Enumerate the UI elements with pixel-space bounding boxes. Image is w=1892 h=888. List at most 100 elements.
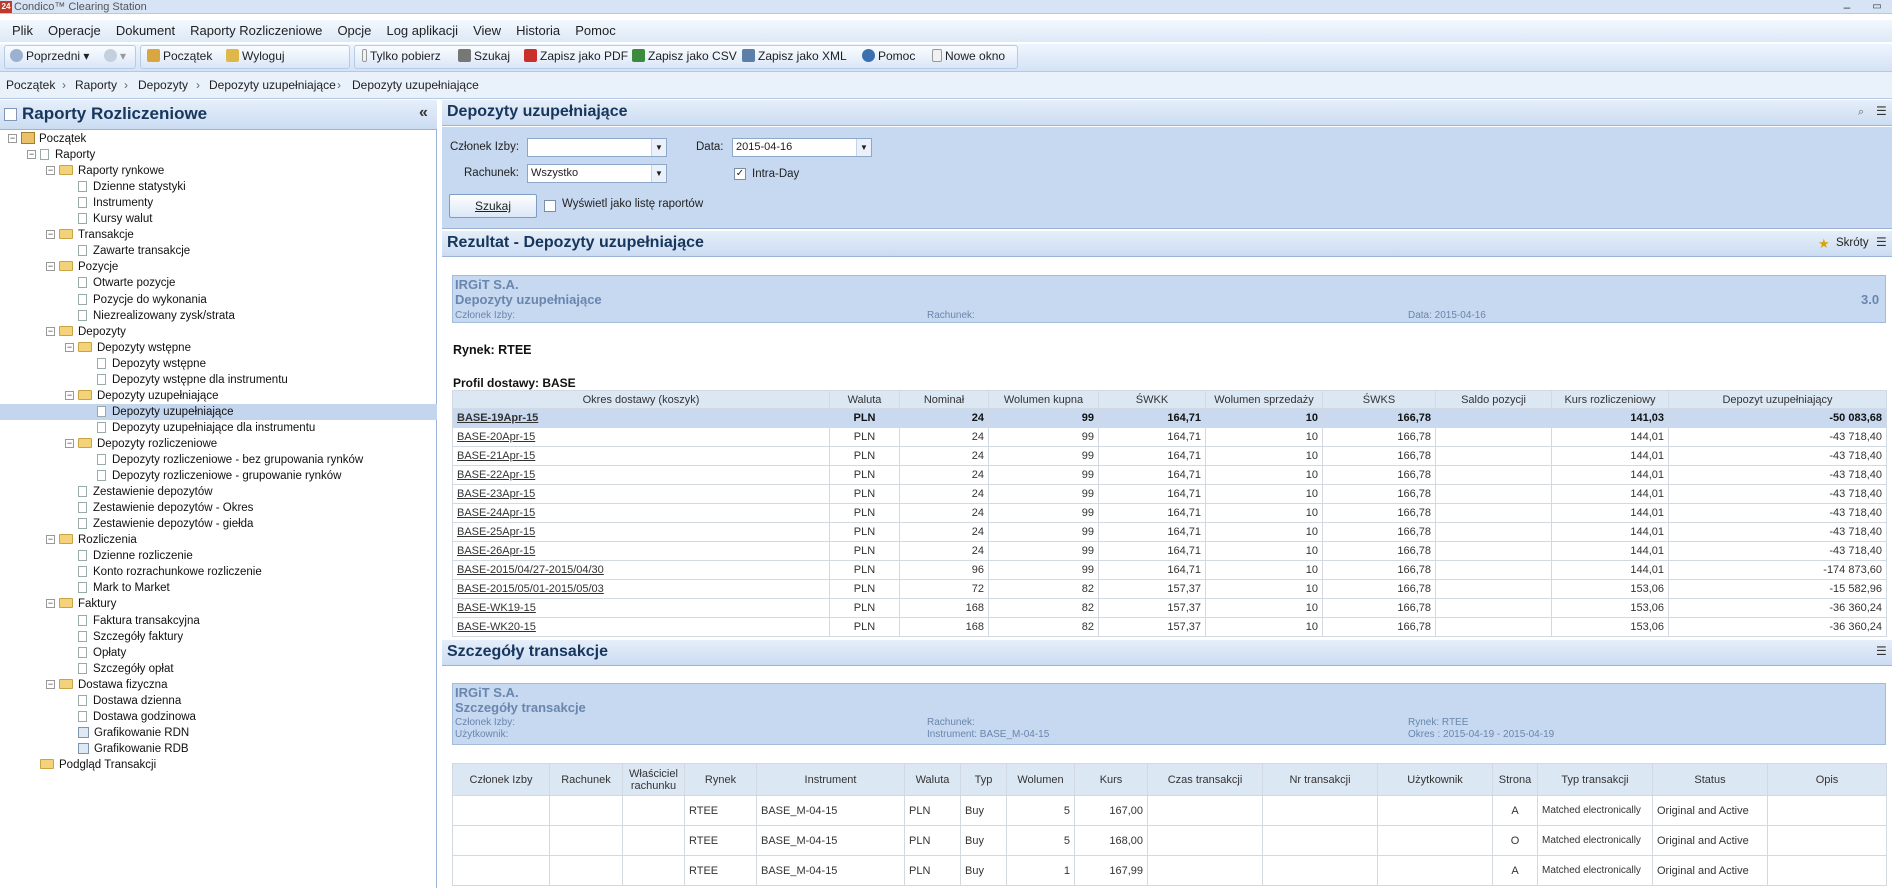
- column-header[interactable]: Użytkownik: [1377, 763, 1493, 796]
- delivery-period-link[interactable]: BASE-19Apr-15: [452, 408, 830, 428]
- tree-item[interactable]: Grafikowanie RDB: [78, 741, 189, 757]
- column-header[interactable]: Wolumen: [1006, 763, 1075, 796]
- tree-item[interactable]: Depozyty uzupełniające dla instrumentu: [97, 420, 315, 436]
- delivery-period-link[interactable]: BASE-20Apr-15: [452, 427, 830, 447]
- column-header[interactable]: Depozyt uzupełniający: [1668, 390, 1887, 409]
- shortcuts-button[interactable]: Skróty: [1836, 237, 1869, 249]
- tree-item[interactable]: Podgląd Transakcji: [40, 757, 156, 773]
- table-row[interactable]: BASE-24Apr-15 PLN 24 99 164,71 10 166,78 144,01…: [452, 503, 1887, 523]
- tree-item[interactable]: Początek: [21, 131, 86, 147]
- column-header[interactable]: Instrument: [756, 763, 905, 796]
- table-row[interactable]: BASE-22Apr-15 PLN 24 99 164,71 10 166,78 144,01…: [452, 465, 1887, 485]
- tree-item[interactable]: Raporty rynkowe: [59, 163, 164, 179]
- tree-item[interactable]: Zestawienie depozytów - Okres: [78, 500, 253, 516]
- menu-log-aplikacji[interactable]: Log aplikacji: [386, 23, 459, 38]
- forward-button[interactable]: ▾: [104, 47, 126, 65]
- column-header[interactable]: Członek Izby: [452, 763, 550, 796]
- expand-toggle-icon[interactable]: −: [46, 165, 55, 176]
- column-header[interactable]: Wolumen kupna: [988, 390, 1099, 409]
- breadcrumb-item[interactable]: Depozyty uzupełniające: [209, 78, 336, 92]
- table-row[interactable]: BASE-2015/04/27-2015/04/30 PLN 96 99 164,71 1…: [452, 560, 1887, 580]
- tree-item[interactable]: Mark to Market: [78, 580, 170, 596]
- magnifier-icon[interactable]: ⌕: [1858, 106, 1865, 118]
- table-row[interactable]: BASE-19Apr-15 PLN 24 99 164,71 10 166,78 141,03…: [452, 408, 1887, 428]
- tree-item[interactable]: Faktury: [59, 596, 116, 612]
- tree-item[interactable]: Depozyty rozliczeniowe - bez grupowania …: [97, 452, 363, 468]
- delivery-period-link[interactable]: BASE-21Apr-15: [452, 446, 830, 466]
- column-header[interactable]: Czas transakcji: [1147, 763, 1263, 796]
- date-picker[interactable]: 2015-04-16 ▼: [732, 138, 872, 157]
- maximize-icon[interactable]: ▭: [1872, 1, 1882, 12]
- table-row[interactable]: RTEE BASE_M-04-15 PLN Buy 1 167,99 A Matched el…: [452, 855, 1887, 886]
- tree-item[interactable]: Faktura transakcyjna: [78, 613, 200, 629]
- column-header[interactable]: Status: [1652, 763, 1768, 796]
- tree-item[interactable]: Depozyty rozliczeniowe - grupowanie rynk…: [97, 468, 341, 484]
- panel-menu-icon[interactable]: ☰: [1876, 644, 1887, 658]
- member-select[interactable]: ▼: [527, 138, 667, 157]
- table-row[interactable]: BASE-23Apr-15 PLN 24 99 164,71 10 166,78 144,01…: [452, 484, 1887, 504]
- panel-menu-icon[interactable]: ☰: [1876, 235, 1887, 249]
- help-button[interactable]: Pomoc: [862, 47, 915, 65]
- expand-toggle-icon[interactable]: −: [65, 437, 74, 448]
- logout-button[interactable]: Wyloguj: [226, 47, 285, 65]
- column-header[interactable]: Kurs: [1074, 763, 1148, 796]
- account-select[interactable]: Wszystko ▼: [527, 164, 667, 183]
- column-header[interactable]: Kurs rozliczeniowy: [1551, 390, 1669, 409]
- tree-item[interactable]: Konto rozrachunkowe rozliczenie: [78, 564, 262, 580]
- tree-item[interactable]: Opłaty: [78, 645, 126, 661]
- menu-raporty-rozliczeniowe[interactable]: Raporty Rozliczeniowe: [190, 23, 323, 38]
- delivery-period-link[interactable]: BASE-23Apr-15: [452, 484, 830, 504]
- column-header[interactable]: Rynek: [684, 763, 757, 796]
- menu-operacje[interactable]: Operacje: [48, 23, 101, 38]
- tree-item[interactable]: Pozycje do wykonania: [78, 292, 207, 308]
- expand-toggle-icon[interactable]: −: [46, 229, 55, 240]
- tree-item[interactable]: Depozyty wstępne: [97, 356, 206, 372]
- tree-item[interactable]: Depozyty wstępne: [78, 340, 191, 356]
- delivery-period-link[interactable]: BASE-WK20-15: [452, 617, 830, 637]
- column-header[interactable]: ŚWKS: [1322, 390, 1436, 409]
- menu-dokument[interactable]: Dokument: [115, 23, 176, 38]
- delivery-period-link[interactable]: BASE-WK19-15: [452, 598, 830, 618]
- tree-item[interactable]: Depozyty rozliczeniowe: [78, 436, 217, 452]
- column-header[interactable]: Typ: [960, 763, 1007, 796]
- column-header[interactable]: Wolumen sprzedaży: [1205, 390, 1323, 409]
- menu-pomoc[interactable]: Pomoc: [575, 23, 616, 38]
- table-row[interactable]: BASE-26Apr-15 PLN 24 99 164,71 10 166,78 144,01…: [452, 541, 1887, 561]
- minimize-icon[interactable]: –: [1843, 0, 1851, 14]
- column-header[interactable]: Rachunek: [549, 763, 623, 796]
- delivery-period-link[interactable]: BASE-24Apr-15: [452, 503, 830, 523]
- menu-plik[interactable]: Plik: [12, 23, 33, 38]
- delivery-period-link[interactable]: BASE-2015/05/01-2015/05/03: [452, 579, 830, 599]
- expand-toggle-icon[interactable]: −: [46, 598, 55, 609]
- home-button[interactable]: Początek: [147, 47, 212, 65]
- column-header[interactable]: ŚWKK: [1098, 390, 1206, 409]
- table-row[interactable]: RTEE BASE_M-04-15 PLN Buy 5 168,00 O Matched el…: [452, 825, 1887, 856]
- expand-toggle-icon[interactable]: −: [65, 389, 74, 400]
- column-header[interactable]: Strona: [1492, 763, 1538, 796]
- delivery-period-link[interactable]: BASE-26Apr-15: [452, 541, 830, 561]
- menu-opcje[interactable]: Opcje: [337, 23, 372, 38]
- column-header[interactable]: Waluta: [904, 763, 961, 796]
- table-row[interactable]: BASE-21Apr-15 PLN 24 99 164,71 10 166,78 144,01…: [452, 446, 1887, 466]
- table-row[interactable]: BASE-WK20-15 PLN 168 82 157,37 10 166,78 153,06…: [452, 617, 1887, 637]
- save-xml-button[interactable]: Zapisz jako XML: [742, 47, 847, 65]
- tree-item[interactable]: Szczegóły opłat: [78, 661, 174, 677]
- expand-toggle-icon[interactable]: −: [46, 261, 55, 272]
- table-row[interactable]: BASE-20Apr-15 PLN 24 99 164,71 10 166,78 144,01…: [452, 427, 1887, 447]
- table-row[interactable]: BASE-2015/05/01-2015/05/03 PLN 72 82 157,37 1…: [452, 579, 1887, 599]
- menu-view[interactable]: View: [473, 23, 502, 38]
- tree-item[interactable]: Depozyty uzupełniające: [0, 403, 437, 420]
- tree-item[interactable]: Raporty: [40, 147, 95, 163]
- tree-item[interactable]: Szczegóły faktury: [78, 629, 183, 645]
- tree-item[interactable]: Zestawienie depozytów - giełda: [78, 516, 253, 532]
- search-button-toolbar[interactable]: Szukaj: [458, 47, 510, 65]
- column-header[interactable]: Opis: [1767, 763, 1887, 796]
- column-header[interactable]: Okres dostawy (koszyk): [452, 390, 830, 409]
- search-button[interactable]: Szukaj: [449, 194, 537, 218]
- tree-item[interactable]: Zawarte transakcje: [78, 243, 190, 259]
- tree-item[interactable]: Zestawienie depozytów: [78, 484, 213, 500]
- panel-menu-icon[interactable]: ☰: [1876, 104, 1887, 118]
- expand-toggle-icon[interactable]: −: [27, 149, 36, 160]
- tree-item[interactable]: Instrumenty: [78, 195, 153, 211]
- breadcrumb-item[interactable]: Raporty: [75, 78, 118, 92]
